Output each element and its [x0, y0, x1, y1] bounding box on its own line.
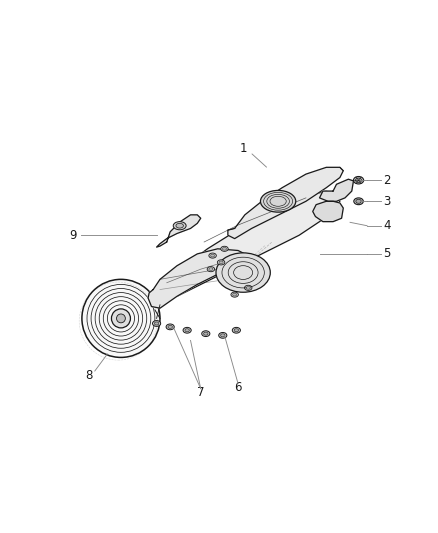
Ellipse shape — [234, 329, 239, 332]
Polygon shape — [167, 191, 340, 296]
Ellipse shape — [232, 327, 240, 333]
Ellipse shape — [246, 286, 250, 289]
Ellipse shape — [353, 176, 364, 184]
Polygon shape — [313, 201, 343, 222]
Ellipse shape — [166, 324, 174, 330]
Ellipse shape — [185, 329, 189, 332]
Ellipse shape — [209, 253, 216, 258]
Polygon shape — [148, 249, 248, 308]
Ellipse shape — [221, 246, 228, 252]
Polygon shape — [156, 215, 201, 247]
Ellipse shape — [356, 199, 361, 203]
Text: 6: 6 — [234, 381, 242, 394]
Ellipse shape — [244, 285, 252, 290]
Ellipse shape — [261, 190, 296, 212]
Ellipse shape — [152, 320, 161, 326]
Ellipse shape — [216, 253, 270, 292]
Ellipse shape — [223, 247, 226, 250]
Ellipse shape — [219, 333, 227, 338]
Ellipse shape — [207, 266, 215, 272]
Ellipse shape — [204, 332, 208, 335]
Ellipse shape — [202, 331, 210, 336]
Ellipse shape — [233, 293, 237, 296]
Ellipse shape — [354, 198, 363, 205]
Text: 8: 8 — [85, 369, 92, 382]
Circle shape — [117, 314, 125, 323]
Ellipse shape — [176, 223, 184, 228]
Ellipse shape — [356, 178, 362, 182]
Text: 2: 2 — [383, 174, 391, 187]
Text: 4: 4 — [383, 219, 391, 232]
Ellipse shape — [211, 254, 215, 257]
Ellipse shape — [221, 334, 225, 337]
Ellipse shape — [209, 268, 213, 271]
Ellipse shape — [183, 327, 191, 333]
Ellipse shape — [219, 261, 223, 264]
Ellipse shape — [231, 292, 238, 297]
Ellipse shape — [217, 260, 225, 265]
Text: 9: 9 — [70, 229, 77, 242]
Polygon shape — [228, 167, 343, 239]
Circle shape — [82, 279, 160, 358]
Circle shape — [111, 309, 131, 328]
Ellipse shape — [173, 222, 186, 230]
Text: 5: 5 — [383, 247, 390, 261]
Text: 3: 3 — [383, 195, 390, 208]
Polygon shape — [320, 179, 353, 201]
Ellipse shape — [154, 322, 159, 325]
Text: 7: 7 — [197, 385, 205, 399]
Text: 1: 1 — [240, 142, 247, 155]
Ellipse shape — [168, 325, 173, 328]
